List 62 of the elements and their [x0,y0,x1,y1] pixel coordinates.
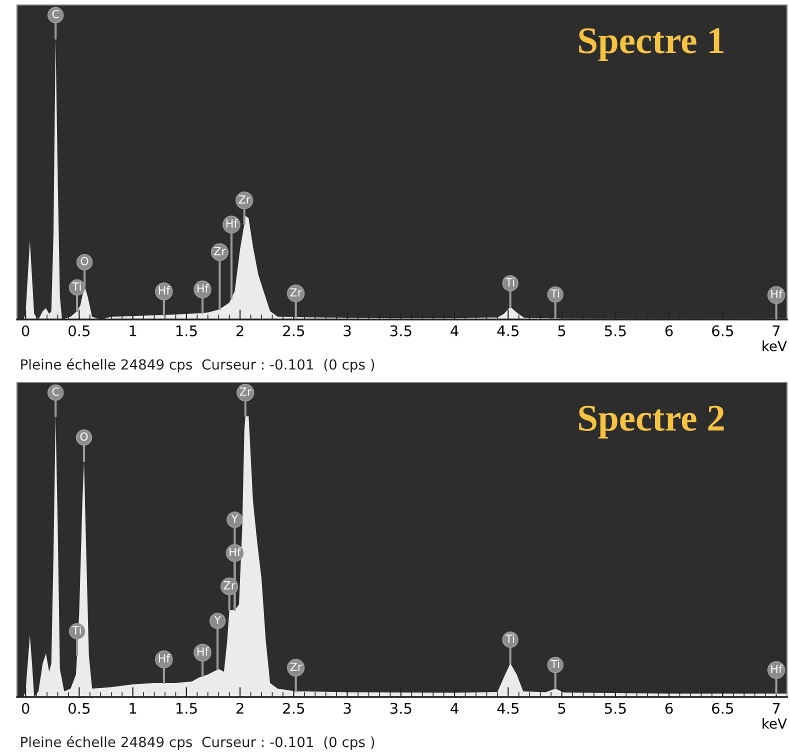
annotation: Hf [771,664,783,674]
x-tick-label: 0.5 [68,702,90,714]
annotation: Hf [230,548,242,556]
annotation: Hf [158,286,170,294]
x-tick-label: 7 [772,326,780,336]
x-axis-title: keV [762,718,787,729]
x-tick-label: 2 [236,702,244,714]
x-tick-label: 0.5 [68,325,90,336]
annotation: C [52,10,59,18]
x-tick-label: 2.5 [283,702,304,714]
annotation: C [52,387,59,396]
chart-title: Spectre 1 [579,28,724,62]
annotation: O [80,257,88,266]
x-tick-label: 4.5 [497,703,518,714]
annotation: Zr [214,247,226,256]
annotation: Ti [506,634,514,643]
annotation: Hf [158,654,170,662]
annotation: Zr [238,195,250,204]
annotation: Ti [72,282,81,291]
annotation: Zr [290,662,302,671]
annotation: Zr [240,388,252,396]
annotation: Hf [226,219,238,228]
x-tick-label: 3.5 [390,702,412,714]
annotation: O [80,432,88,441]
x-tick-label: 1.5 [176,326,197,336]
annotation: Hf [197,647,209,656]
x-tick-label: 6.5 [712,325,733,336]
x-tick-label: 5.5 [604,326,626,336]
x-tick-label: 2.5 [283,325,304,336]
annotation: Zr [290,288,302,296]
annotation: Ti [550,660,560,668]
x-tick-label: 7 [772,703,780,714]
x-tick-label: 3.5 [390,325,412,336]
x-tick-label: 2 [236,325,244,336]
x-tick-label: 5 [558,326,566,336]
x-tick-label: 5 [558,703,566,714]
x-tick-label: 0 [22,702,30,714]
x-tick-label: 4 [450,703,458,714]
x-tick-label: 6 [665,325,673,336]
x-tick-label: 0 [22,325,30,336]
x-tick-label: 6 [665,702,673,714]
annotation: Hf [771,290,783,298]
text: Pleine échelle 24849 cps Curseur : -0.101 (0 cps ) [21,736,374,750]
annotation: Zr [224,581,236,590]
x-tick-label: 3 [344,325,351,336]
x-axis-title: keV [762,340,787,352]
annotation: Hf [197,284,209,292]
annotation: Ti [550,289,560,298]
annotation: Y [231,514,238,523]
x-tick-label: 1 [130,326,136,336]
annotation: Ti [72,626,81,634]
x-tick-label: 3 [344,702,351,714]
text: Pleine échelle 24849 cps Curseur : -0.101 (0 cps ) [21,358,374,372]
x-tick-label: 1.5 [176,703,197,714]
x-tick-label: 1 [130,703,136,714]
annotation: Ti [506,278,514,286]
x-tick-label: 5.5 [604,703,626,714]
x-tick-label: 4.5 [497,326,518,336]
x-tick-label: 4 [450,326,458,336]
chart-title: Spectre 2 [579,406,724,439]
x-tick-label: 6.5 [712,702,733,714]
annotation: Y [214,616,221,624]
